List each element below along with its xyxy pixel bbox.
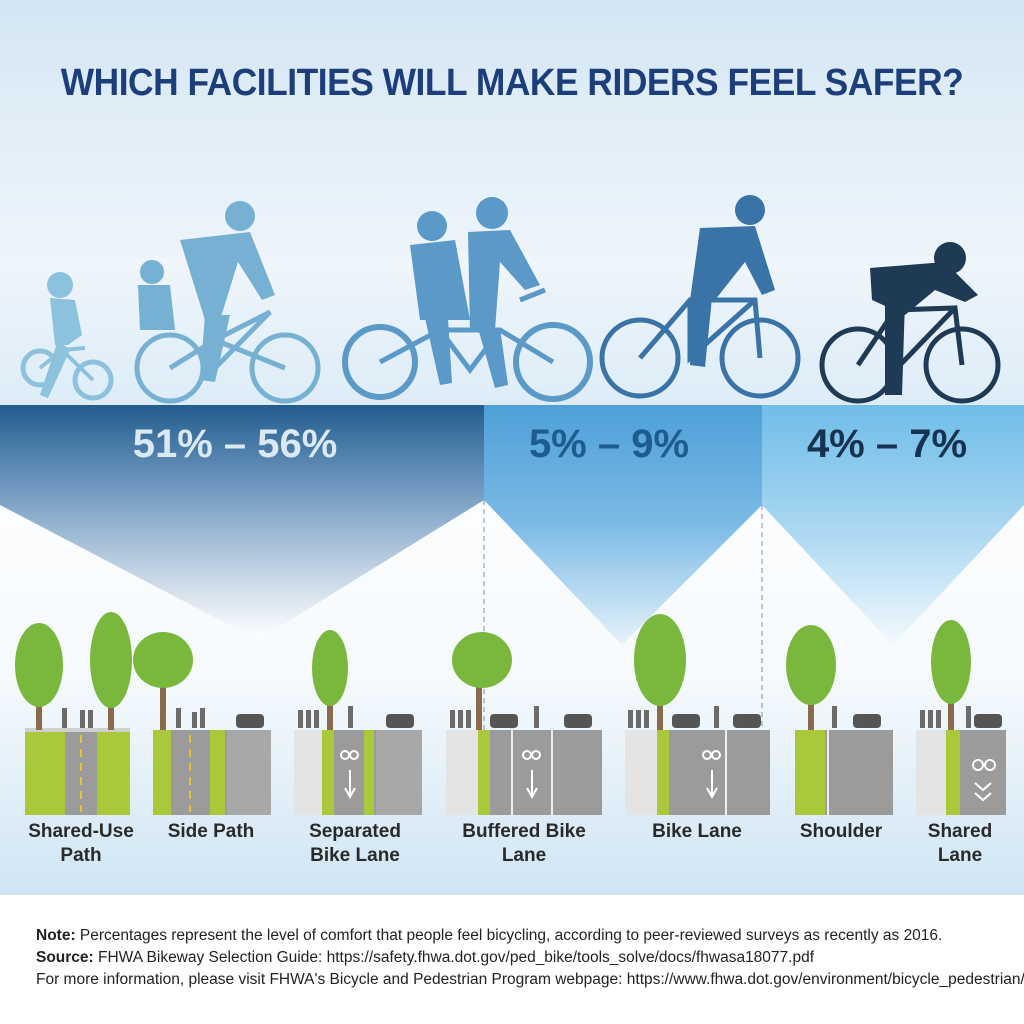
facility-label: Shared-Use Path xyxy=(28,821,134,866)
bicycle-rider-icon xyxy=(134,201,321,404)
facility-label: Shoulder xyxy=(799,821,883,842)
car-icon xyxy=(853,714,881,728)
facility-side-path xyxy=(133,632,271,815)
facility-buffered-bike-lane xyxy=(446,632,602,815)
page-title: WHICH FACILITIES WILL MAKE RIDERS FEEL S… xyxy=(60,62,964,104)
tree-icon xyxy=(634,614,686,730)
source-line: Source: FHWA Bikeway Selection Guide: ht… xyxy=(36,949,815,966)
sky-background xyxy=(0,0,1024,410)
band-low-comfort xyxy=(762,405,1024,645)
pedestrian-icon xyxy=(920,706,971,728)
bike-lane-symbol-icon xyxy=(340,750,359,800)
bike-lane-symbol-icon xyxy=(702,750,721,800)
bicycle-rider-icon xyxy=(20,272,114,401)
car-icon xyxy=(974,714,1002,728)
bicycle-rider-icon xyxy=(342,197,593,402)
bicycle-rider-icon xyxy=(599,195,801,399)
more-info-line: For more information, please visit FHWA'… xyxy=(36,971,1024,988)
percent-mid: 5% – 9% xyxy=(528,422,690,466)
tree-icon xyxy=(90,612,132,730)
tree-icon xyxy=(15,623,63,730)
footnotes: Note: Percentages represent the level of… xyxy=(36,925,1024,991)
facility-label: Buffered Bike Lane xyxy=(462,821,586,866)
facility-shared-lane xyxy=(916,620,1006,815)
band-mid-comfort xyxy=(484,405,762,645)
band-high-comfort xyxy=(0,405,484,640)
pedestrian-icon xyxy=(62,708,93,728)
tree-icon xyxy=(312,630,348,730)
tree-icon xyxy=(133,632,193,730)
facility-illustrations xyxy=(15,612,1006,815)
bicycle-rider-icon xyxy=(819,242,1001,404)
note-line: Note: Percentages represent the level of… xyxy=(36,927,943,944)
car-icon xyxy=(490,714,592,728)
facility-label: Shared Lane xyxy=(927,821,993,866)
facility-label: Side Path xyxy=(167,821,255,842)
car-icon xyxy=(236,714,264,728)
bike-lane-symbol-icon xyxy=(522,750,541,800)
cyclists xyxy=(20,195,1001,404)
facility-label: Separated Bike Lane xyxy=(309,821,401,866)
pedestrian-icon xyxy=(176,708,205,728)
pedestrian-icon xyxy=(832,706,837,728)
sharrow-icon xyxy=(972,759,996,802)
pedestrian-icon xyxy=(298,706,353,728)
facility-label: Bike Lane xyxy=(652,821,742,842)
percent-low: 4% – 7% xyxy=(806,422,968,466)
pedestrian-icon xyxy=(628,706,719,728)
facility-bike-lane xyxy=(625,614,770,815)
facility-separated-bike-lane xyxy=(294,630,422,815)
tree-icon xyxy=(786,625,836,730)
facility-shoulder xyxy=(786,625,893,815)
car-icon xyxy=(672,714,761,728)
tree-icon xyxy=(931,620,971,730)
tree-icon xyxy=(452,632,512,730)
car-icon xyxy=(386,714,414,728)
percent-high: 51% – 56% xyxy=(132,422,338,466)
pedestrian-icon xyxy=(450,706,539,728)
facility-shared-use-path xyxy=(15,612,132,815)
